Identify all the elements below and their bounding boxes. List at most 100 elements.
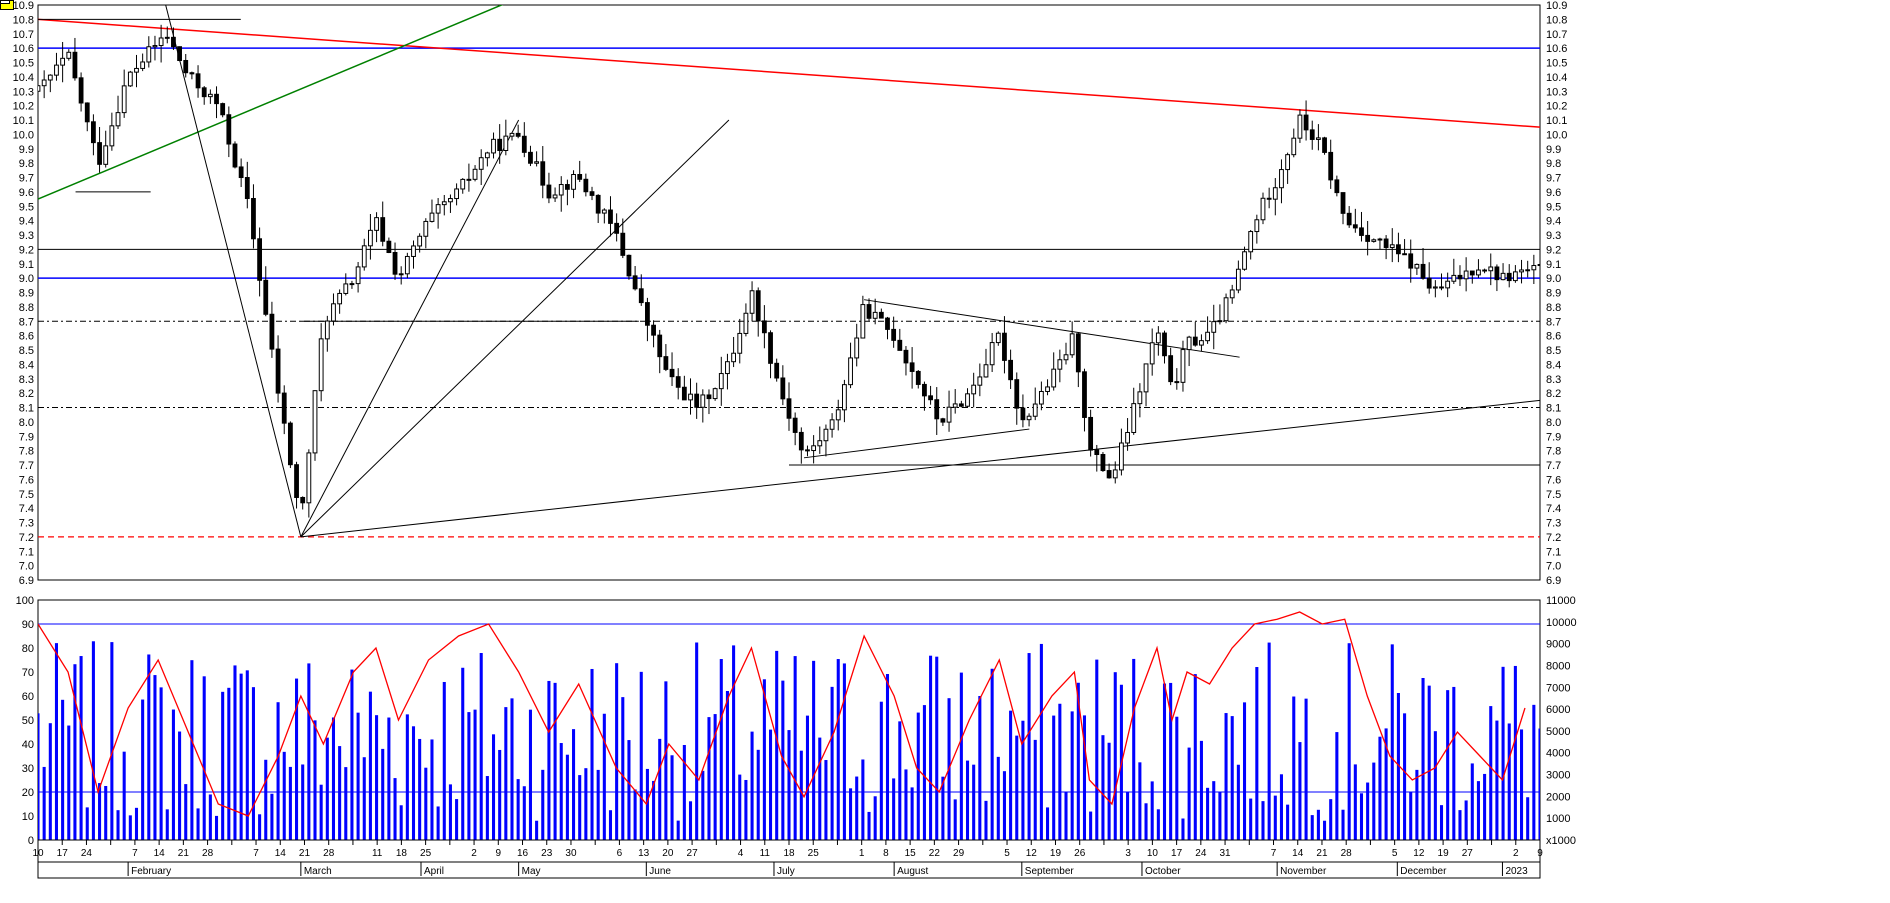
svg-text:8.6: 8.6 [1546,331,1561,343]
svg-text:8.8: 8.8 [19,302,34,314]
svg-text:8000: 8000 [1546,660,1570,672]
stock-chart: 6.96.97.07.07.17.17.27.27.37.37.47.47.57… [0,0,1890,903]
svg-text:7.6: 7.6 [19,474,34,486]
svg-text:June: June [649,866,671,877]
svg-text:6: 6 [617,848,623,859]
svg-text:5000: 5000 [1546,726,1570,738]
svg-text:27: 27 [1462,848,1474,859]
svg-text:March: March [304,866,332,877]
svg-text:8.5: 8.5 [1546,345,1561,357]
svg-text:5: 5 [1004,848,1010,859]
chart-svg: 6.96.97.07.07.17.17.27.27.37.37.47.47.57… [0,0,1890,903]
svg-text:7.9: 7.9 [19,431,34,443]
svg-text:9.1: 9.1 [19,259,34,271]
svg-text:9.3: 9.3 [19,230,34,242]
svg-text:9.4: 9.4 [19,216,34,228]
svg-text:21: 21 [178,848,190,859]
svg-text:2023: 2023 [1505,866,1528,877]
svg-text:18: 18 [396,848,408,859]
svg-text:8: 8 [883,848,889,859]
svg-text:10000: 10000 [1546,617,1577,629]
svg-text:1000: 1000 [1546,813,1570,825]
svg-text:22: 22 [929,848,941,859]
svg-text:9.5: 9.5 [19,201,34,213]
svg-text:7.3: 7.3 [19,518,34,530]
svg-text:10.2: 10.2 [1546,101,1567,113]
svg-text:12: 12 [1026,848,1038,859]
svg-text:1: 1 [859,848,865,859]
svg-text:13: 13 [638,848,650,859]
svg-text:July: July [777,866,795,877]
svg-text:8.2: 8.2 [1546,388,1561,400]
svg-text:7: 7 [132,848,138,859]
svg-text:11: 11 [372,848,383,859]
svg-text:8.1: 8.1 [19,403,34,415]
svg-text:10.5: 10.5 [13,58,34,70]
svg-text:8.0: 8.0 [19,417,34,429]
svg-text:February: February [131,866,171,877]
svg-text:10.0: 10.0 [13,129,34,141]
svg-text:7000: 7000 [1546,682,1570,694]
svg-text:6.9: 6.9 [19,575,34,587]
svg-text:7.1: 7.1 [1546,546,1561,558]
svg-text:7.4: 7.4 [1546,503,1561,515]
svg-text:8.9: 8.9 [19,288,34,300]
svg-text:31: 31 [1220,848,1232,859]
svg-text:7.8: 7.8 [1546,446,1561,458]
svg-text:9.6: 9.6 [19,187,34,199]
svg-text:9.5: 9.5 [1546,201,1561,213]
svg-text:9.7: 9.7 [1546,173,1561,185]
svg-text:10.9: 10.9 [13,0,34,12]
svg-text:18: 18 [783,848,795,859]
svg-text:9.8: 9.8 [19,158,34,170]
svg-text:April: April [424,866,444,877]
svg-text:30: 30 [565,848,577,859]
svg-text:8.0: 8.0 [1546,417,1561,429]
svg-text:7.2: 7.2 [19,532,34,544]
svg-text:8.9: 8.9 [1546,288,1561,300]
svg-text:15: 15 [905,848,917,859]
svg-text:9.9: 9.9 [1546,144,1561,156]
svg-text:0: 0 [28,835,34,847]
svg-text:23: 23 [541,848,553,859]
svg-text:8.4: 8.4 [19,359,34,371]
svg-text:14: 14 [1292,848,1304,859]
svg-text:10.4: 10.4 [13,72,34,84]
svg-text:7.9: 7.9 [1546,431,1561,443]
svg-text:10.8: 10.8 [13,14,34,26]
svg-text:24: 24 [81,848,93,859]
svg-text:80: 80 [22,643,34,655]
svg-text:August: August [897,866,928,877]
svg-text:November: November [1280,866,1327,877]
svg-text:2000: 2000 [1546,791,1570,803]
svg-text:7.5: 7.5 [1546,489,1561,501]
svg-text:70: 70 [22,667,34,679]
svg-text:11: 11 [760,848,771,859]
svg-text:28: 28 [1341,848,1353,859]
svg-text:8.7: 8.7 [1546,316,1561,328]
svg-text:7.0: 7.0 [1546,561,1561,573]
svg-text:10.3: 10.3 [1546,86,1567,98]
svg-text:7.5: 7.5 [19,489,34,501]
svg-text:8.3: 8.3 [19,374,34,386]
svg-text:28: 28 [323,848,335,859]
svg-text:7.1: 7.1 [19,546,34,558]
svg-text:7: 7 [253,848,259,859]
svg-text:10.9: 10.9 [1546,0,1567,12]
svg-text:May: May [522,866,541,877]
svg-text:25: 25 [808,848,820,859]
svg-text:90: 90 [22,619,34,631]
svg-text:10: 10 [22,811,34,823]
svg-text:7.3: 7.3 [1546,518,1561,530]
svg-text:27: 27 [687,848,699,859]
svg-text:7.8: 7.8 [19,446,34,458]
svg-text:10.6: 10.6 [1546,43,1567,55]
svg-text:19: 19 [1050,848,1062,859]
svg-text:17: 17 [57,848,69,859]
svg-text:7.0: 7.0 [19,561,34,573]
svg-text:9.4: 9.4 [1546,216,1561,228]
svg-text:12: 12 [1413,848,1425,859]
svg-text:50: 50 [22,715,34,727]
svg-text:7.4: 7.4 [19,503,34,515]
svg-text:9.6: 9.6 [1546,187,1561,199]
